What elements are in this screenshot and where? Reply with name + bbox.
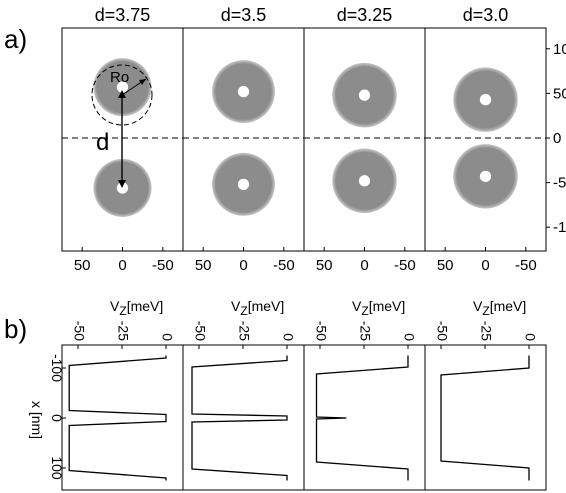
v-tick-label: 0 <box>401 333 417 341</box>
v-tick-label: -25 <box>478 321 494 341</box>
series-line <box>440 355 530 481</box>
vz-label-unit: [meV] <box>127 298 164 314</box>
x-tick-label: 50 <box>437 257 454 274</box>
d-arrowhead-up-icon <box>118 90 126 98</box>
v-tick-label: -50 <box>192 321 208 341</box>
ring-hole <box>479 93 492 106</box>
ring-hole <box>358 175 371 187</box>
v-tick-label: -25 <box>357 321 373 341</box>
x-tick-label: 0 <box>481 257 489 274</box>
vz-label: VZ[meV] <box>473 298 526 318</box>
y-tick-label: -100 <box>553 219 566 236</box>
v-tick-label: -50 <box>313 321 329 341</box>
ring-hole <box>358 89 371 101</box>
ro-dashed-circle <box>91 64 153 126</box>
v-tick-label: -25 <box>115 321 131 341</box>
vz-label-main: V <box>110 298 120 314</box>
vz-label-unit: [meV] <box>369 298 406 314</box>
frame <box>424 27 547 252</box>
d-label: d <box>96 129 109 156</box>
y-tick-label: -50 <box>553 175 566 192</box>
column-title: d=3.25 <box>337 5 393 25</box>
column-title: d=3.5 <box>221 5 267 25</box>
vz-label: VZ[meV] <box>110 298 163 318</box>
series-line <box>191 355 288 481</box>
x-tick-label: -100 <box>49 354 65 382</box>
vz-label-main: V <box>352 298 362 314</box>
x-tick-label: 0 <box>239 257 247 274</box>
y-tick-label: 0 <box>553 130 561 147</box>
frame <box>61 344 184 491</box>
ring-hole <box>237 85 250 98</box>
x-tick-label: 0 <box>118 257 126 274</box>
panel-a: d=3.75 50 0 -50 d=3.5 50 0 -50 d=3.25 50 0 -50 d=3.0… <box>61 5 566 274</box>
panel-a-label: a) <box>4 24 27 54</box>
vz-label: VZ[meV] <box>352 298 405 318</box>
vz-label-unit: [meV] <box>248 298 285 314</box>
panel-b: VZ[meV]-50 -25 0VZ[meV]-50 -25 0VZ[meV]-50 -2… <box>29 298 547 491</box>
x-tick-label: 100 <box>49 456 65 480</box>
vz-label-unit: [meV] <box>490 298 527 314</box>
v-tick-label: -50 <box>71 321 87 341</box>
x-tick-label: 50 <box>195 257 212 274</box>
v-tick-label: -50 <box>434 321 450 341</box>
ring-hole <box>116 182 129 194</box>
column-title: d=3.0 <box>463 5 509 25</box>
column-title: d=3.75 <box>95 5 151 25</box>
ring-hole <box>479 170 492 183</box>
ring-hole <box>116 81 129 93</box>
v-tick-label: -25 <box>236 321 252 341</box>
annotation-group: Ro d <box>91 64 153 188</box>
vz-label-sub: Z <box>240 304 247 318</box>
vz-label-sub: Z <box>361 304 368 318</box>
series-line <box>315 355 409 481</box>
y-tick-label: 100 <box>553 41 566 58</box>
vz-label-main: V <box>473 298 483 314</box>
vz-label-sub: Z <box>119 304 126 318</box>
vz-label-sub: Z <box>482 304 489 318</box>
x-tick-label: 50 <box>74 257 91 274</box>
x-tick-label: 0 <box>49 414 65 422</box>
x-axis-label: x [nm] <box>29 401 45 439</box>
x-tick-label: 50 <box>316 257 333 274</box>
panel-b-label: b) <box>4 314 27 344</box>
series-line <box>68 355 167 481</box>
x-tick-label: -50 <box>152 257 174 274</box>
vz-label: VZ[meV] <box>231 298 284 318</box>
ring-hole <box>237 178 250 191</box>
v-tick-label: 0 <box>280 333 296 341</box>
d-arrowhead-down-icon <box>118 180 126 188</box>
v-tick-label: 0 <box>522 333 538 341</box>
x-tick-label: -50 <box>394 257 416 274</box>
frame <box>303 27 426 252</box>
ro-label: Ro <box>110 69 129 86</box>
v-tick-label: 0 <box>159 333 175 341</box>
y-tick-label: 50 <box>553 85 566 102</box>
x-tick-label: -50 <box>273 257 295 274</box>
x-tick-label: -50 <box>515 257 537 274</box>
ro-arrowhead-icon <box>139 79 146 85</box>
vz-label-main: V <box>231 298 241 314</box>
x-tick-label: 0 <box>360 257 368 274</box>
